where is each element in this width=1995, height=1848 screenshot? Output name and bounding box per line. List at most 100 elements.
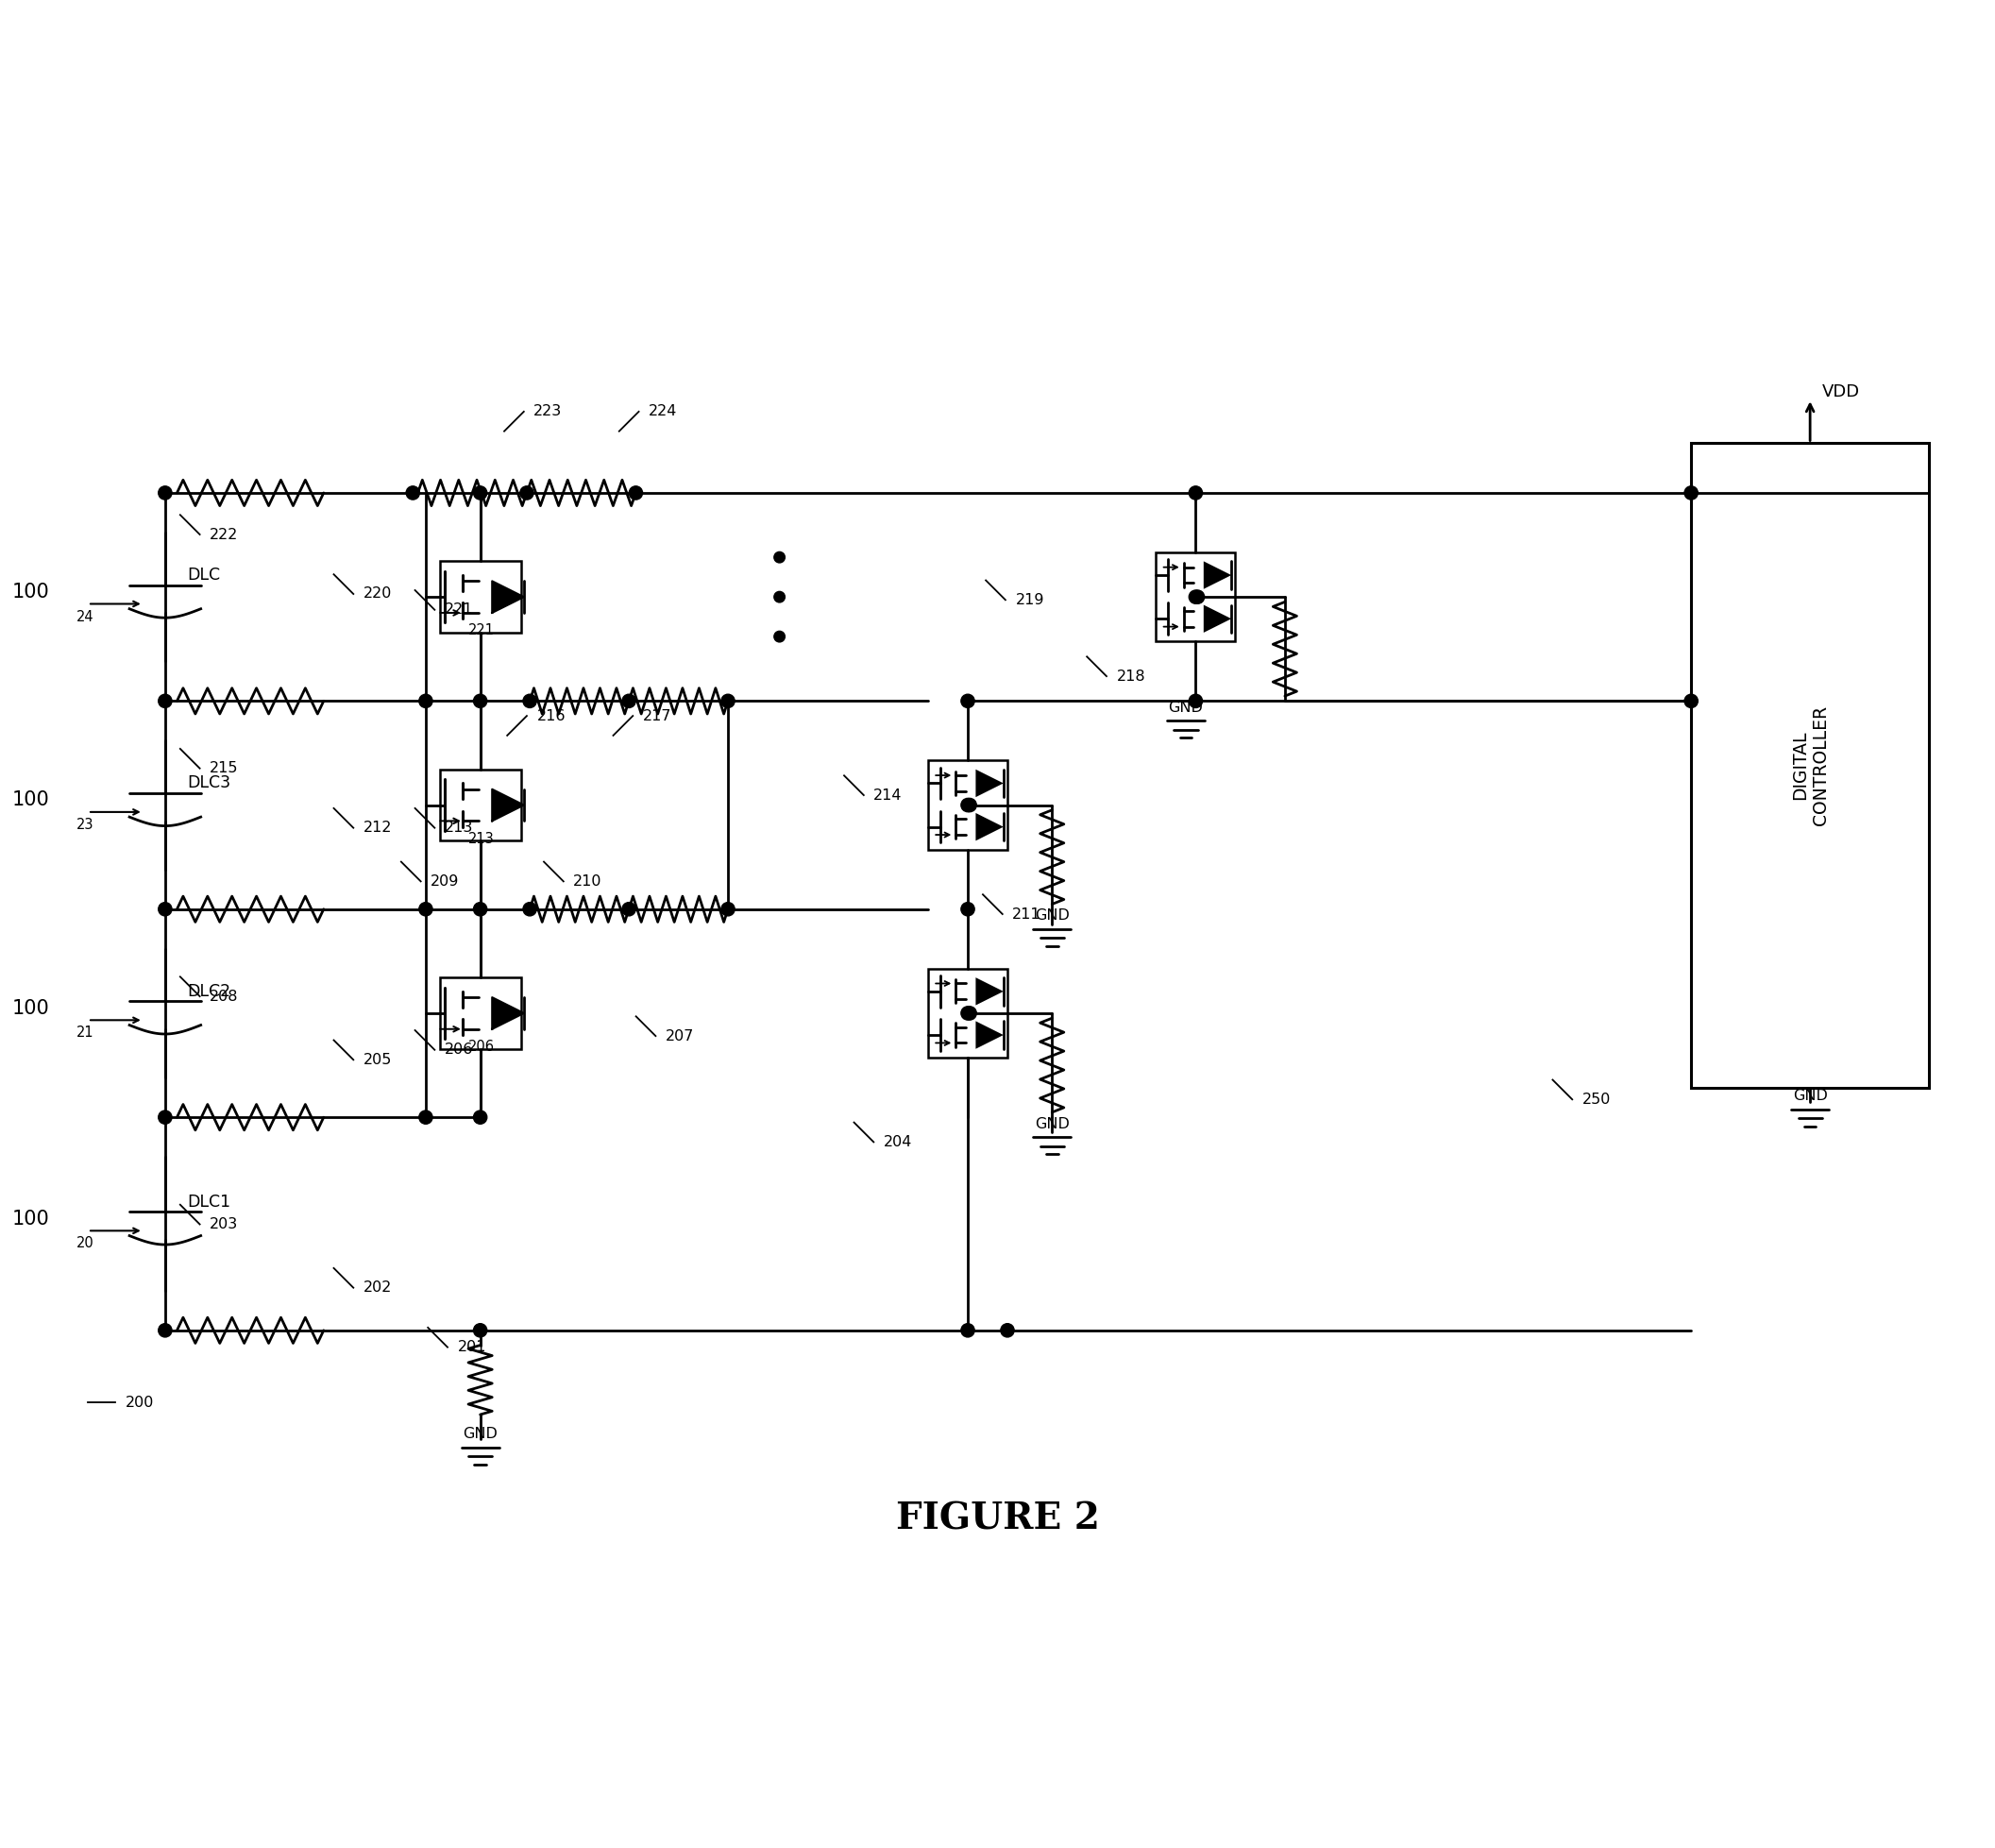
Text: 221: 221 — [469, 623, 495, 638]
Circle shape — [964, 798, 976, 811]
Text: 200: 200 — [126, 1395, 154, 1410]
Circle shape — [158, 695, 172, 708]
Circle shape — [419, 902, 433, 917]
Text: FIGURE 2: FIGURE 2 — [896, 1501, 1099, 1536]
Circle shape — [1684, 695, 1698, 708]
Circle shape — [962, 902, 974, 917]
Circle shape — [774, 553, 784, 564]
Text: 209: 209 — [431, 874, 459, 889]
Polygon shape — [976, 813, 1003, 841]
Text: GND: GND — [1035, 1116, 1069, 1131]
Text: 100: 100 — [12, 791, 50, 809]
Text: 222: 222 — [209, 527, 237, 541]
Circle shape — [722, 902, 734, 917]
Circle shape — [774, 632, 784, 641]
Text: GND: GND — [1794, 1088, 1827, 1103]
Text: 204: 204 — [884, 1135, 912, 1149]
Text: 216: 216 — [537, 710, 565, 723]
Text: 203: 203 — [209, 1218, 237, 1231]
Circle shape — [158, 1323, 172, 1338]
Circle shape — [962, 695, 974, 708]
Text: 21: 21 — [76, 1026, 94, 1040]
Text: 100: 100 — [12, 1209, 50, 1229]
Text: 100: 100 — [12, 582, 50, 601]
Circle shape — [523, 695, 537, 708]
Text: 221: 221 — [445, 602, 473, 617]
Circle shape — [521, 486, 533, 499]
Bar — [928, 761, 1007, 850]
Text: DIGITAL
CONTROLLER: DIGITAL CONTROLLER — [1792, 706, 1829, 826]
Text: 220: 220 — [363, 588, 391, 601]
Polygon shape — [1203, 604, 1231, 632]
Text: 100: 100 — [12, 998, 50, 1018]
Bar — [1155, 553, 1235, 641]
Circle shape — [158, 902, 172, 917]
Bar — [439, 769, 521, 841]
Text: GND: GND — [1035, 909, 1069, 922]
Bar — [439, 978, 521, 1050]
Text: 212: 212 — [363, 821, 393, 835]
Text: 213: 213 — [469, 832, 495, 846]
Circle shape — [1189, 695, 1203, 708]
Text: 206: 206 — [445, 1042, 473, 1057]
Polygon shape — [976, 769, 1003, 796]
Bar — [928, 968, 1007, 1057]
Polygon shape — [1203, 562, 1231, 590]
Circle shape — [473, 1111, 487, 1124]
Text: DLC2: DLC2 — [188, 983, 231, 1000]
Circle shape — [722, 695, 734, 708]
Circle shape — [774, 591, 784, 602]
Text: 211: 211 — [1011, 907, 1041, 920]
Text: 214: 214 — [874, 787, 902, 802]
Circle shape — [628, 486, 642, 499]
Bar — [1692, 444, 1929, 1087]
Circle shape — [1189, 486, 1203, 499]
Text: 201: 201 — [457, 1340, 487, 1355]
Circle shape — [473, 902, 487, 917]
Circle shape — [1191, 590, 1205, 604]
Polygon shape — [493, 580, 525, 614]
Text: 202: 202 — [363, 1281, 391, 1295]
Circle shape — [622, 695, 636, 708]
Circle shape — [158, 486, 172, 499]
Circle shape — [473, 1323, 487, 1338]
Polygon shape — [976, 978, 1003, 1005]
Text: VDD: VDD — [1821, 383, 1859, 401]
Text: 250: 250 — [1582, 1092, 1610, 1107]
Circle shape — [622, 902, 636, 917]
Circle shape — [962, 798, 974, 811]
Text: 217: 217 — [642, 710, 672, 723]
Text: 223: 223 — [535, 405, 563, 419]
Text: 205: 205 — [363, 1053, 391, 1066]
Text: 224: 224 — [648, 405, 678, 419]
Text: 206: 206 — [469, 1040, 495, 1053]
Circle shape — [962, 1323, 974, 1338]
Text: DLC: DLC — [188, 567, 219, 584]
Circle shape — [473, 695, 487, 708]
Text: 24: 24 — [76, 610, 94, 625]
Text: GND: GND — [1169, 700, 1203, 715]
Circle shape — [473, 486, 487, 499]
Text: 215: 215 — [209, 761, 239, 776]
Bar — [439, 562, 521, 632]
Circle shape — [407, 486, 419, 499]
Text: DLC3: DLC3 — [188, 774, 231, 791]
Polygon shape — [493, 789, 525, 821]
Circle shape — [419, 695, 433, 708]
Circle shape — [158, 1111, 172, 1124]
Circle shape — [964, 1007, 976, 1020]
Polygon shape — [493, 998, 525, 1029]
Text: 208: 208 — [209, 989, 239, 1003]
Circle shape — [1684, 486, 1698, 499]
Text: 207: 207 — [666, 1029, 694, 1042]
Circle shape — [523, 902, 537, 917]
Text: 219: 219 — [1015, 593, 1043, 606]
Circle shape — [962, 1007, 974, 1020]
Polygon shape — [976, 1022, 1003, 1050]
Text: 20: 20 — [76, 1236, 94, 1251]
Text: 210: 210 — [573, 874, 602, 889]
Circle shape — [419, 1111, 433, 1124]
Text: GND: GND — [463, 1427, 497, 1441]
Circle shape — [1001, 1323, 1013, 1338]
Circle shape — [1189, 590, 1203, 604]
